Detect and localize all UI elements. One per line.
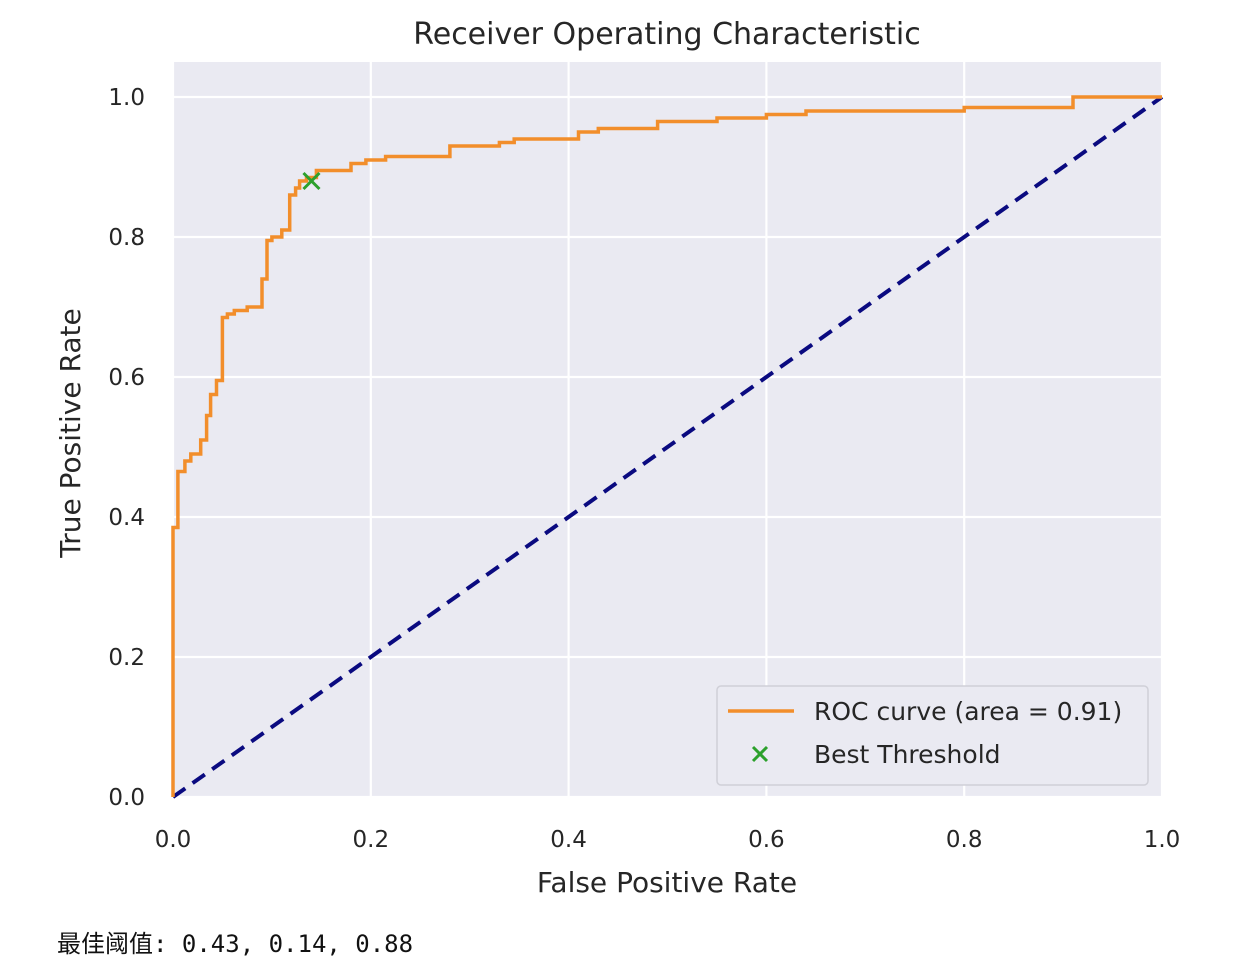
y-tick-label-1: 0.2 [108,645,145,671]
x-tick-label-3: 0.6 [748,827,785,853]
chart-title: Receiver Operating Characteristic [413,17,921,52]
x-tick-label-4: 0.8 [946,827,983,853]
roc-curve-line [171,95,1162,797]
x-tick-label-2: 0.4 [550,827,587,853]
y-tick-label-5: 1.0 [108,85,145,111]
series-layer [171,95,1164,799]
legend: ROC curve (area = 0.91) Best Threshold [716,685,1149,786]
legend-roc-label: ROC curve (area = 0.91) [814,697,1122,726]
legend-best-threshold-swatch [751,745,769,763]
y-tick-label-3: 0.6 [108,365,145,391]
x-tick-label-0: 0.0 [155,827,192,853]
ticks: 0.0 0.2 0.4 0.6 0.8 1.0 0.0 0.2 0.4 0.6 0.8 1.0 [108,85,1180,853]
x-tick-label-5: 1.0 [1144,827,1181,853]
y-tick-label-2: 0.4 [108,505,145,531]
grid [171,62,1164,799]
legend-box [716,685,1149,786]
x-axis-label: False Positive Rate [537,866,797,899]
legend-best-threshold-label: Best Threshold [814,740,1001,769]
x-tick-label-1: 0.2 [353,827,390,853]
best-threshold-marker [302,171,321,191]
y-tick-label-0: 0.0 [108,785,145,811]
chance-diagonal-line [171,95,1164,799]
y-tick-label-4: 0.8 [108,225,145,251]
output-text: 最佳阈值: 0.43, 0.14, 0.88 [57,930,414,958]
y-axis-label: True Positive Rate [54,308,87,558]
roc-chart: 0.0 0.2 0.4 0.6 0.8 1.0 0.0 0.2 0.4 0.6 0.8 1.0 Rec… [54,17,1180,899]
plot-area [173,62,1162,797]
